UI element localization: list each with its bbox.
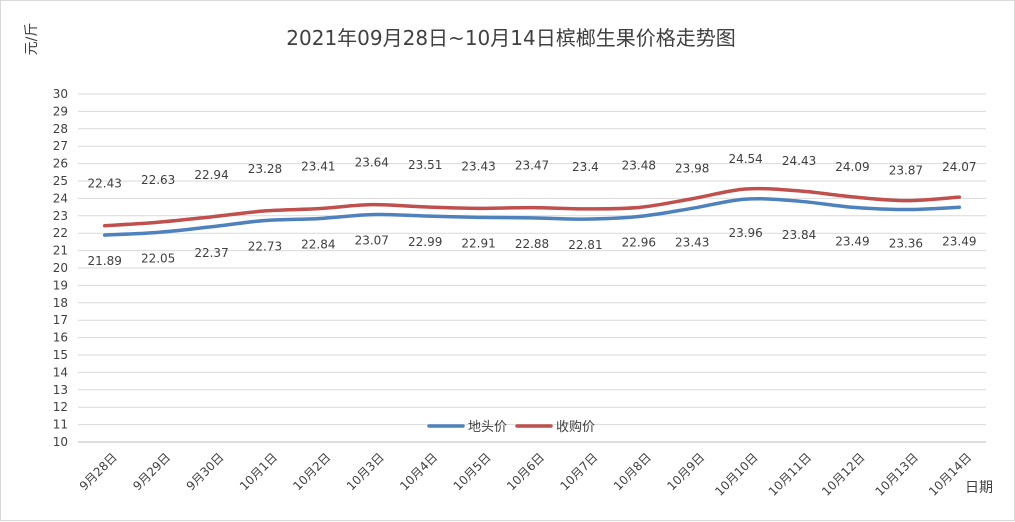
data-label: 23.48 <box>622 158 656 172</box>
data-label: 23.98 <box>675 162 709 176</box>
data-label: 22.43 <box>88 177 122 191</box>
gridlines <box>78 93 986 443</box>
data-label: 23.36 <box>889 237 923 251</box>
data-label: 23.49 <box>835 234 869 248</box>
chart-title: 2021年09月28日~10月14日槟榔生果价格走势图 <box>286 26 735 50</box>
data-label: 24.43 <box>782 154 816 168</box>
data-label: 23.49 <box>942 234 976 248</box>
y-tick-label: 26 <box>53 157 68 171</box>
x-tick-label: 10月7日 <box>557 450 600 493</box>
data-label: 22.88 <box>515 237 549 251</box>
y-tick-label: 23 <box>53 209 68 223</box>
x-tick-label: 9月30日 <box>184 450 227 493</box>
x-tick-label: 10月1日 <box>237 450 280 493</box>
x-tick-label: 10月4日 <box>397 450 440 493</box>
y-tick-label: 25 <box>53 174 68 188</box>
x-tick-label: 9月28日 <box>77 450 120 493</box>
data-label: 23.64 <box>355 156 389 170</box>
data-label: 23.84 <box>782 228 816 242</box>
x-tick-label: 10月9日 <box>664 450 707 493</box>
legend-label-2: 收购价 <box>556 419 595 435</box>
y-axis-ticks: 10 11 12 13 14 15 16 17 18 19 20 21 22 23 24 25 26 27 28 29… <box>53 87 68 449</box>
legend-label-1: 地头价 <box>468 420 507 435</box>
y-tick-label: 28 <box>53 122 68 136</box>
y-tick-label: 13 <box>53 383 68 397</box>
y-tick-label: 29 <box>53 104 68 118</box>
data-label: 22.99 <box>408 235 442 249</box>
y-tick-label: 30 <box>53 87 68 101</box>
data-label: 24.07 <box>942 160 976 174</box>
data-label: 23.41 <box>301 160 335 174</box>
series-line-1 <box>102 196 962 237</box>
y-tick-label: 27 <box>53 139 68 153</box>
data-label: 23.87 <box>889 164 923 178</box>
y-tick-label: 20 <box>53 261 68 275</box>
y-tick-label: 10 <box>53 435 68 449</box>
data-label: 21.89 <box>88 254 122 268</box>
data-label: 22.94 <box>194 168 228 182</box>
y-tick-label: 24 <box>53 191 68 205</box>
x-tick-label: 10月5日 <box>451 450 494 493</box>
data-label: 23.07 <box>355 234 389 248</box>
y-tick-label: 22 <box>53 226 68 240</box>
data-label: 22.37 <box>194 246 228 260</box>
data-label: 24.09 <box>835 160 869 174</box>
data-label: 23.47 <box>515 159 549 173</box>
x-axis-ticks: 9月28日 9月29日 9月30日 10月1日 10月2日 10月3日 10月4日 10月5日… <box>77 450 975 498</box>
data-label: 22.84 <box>301 238 335 252</box>
x-tick-label: 10月13日 <box>873 450 921 498</box>
data-label: 22.63 <box>141 173 175 187</box>
x-tick-label: 10月11日 <box>766 450 814 498</box>
legend: 地头价 收购价 <box>427 419 595 435</box>
data-label: 23.51 <box>408 158 442 172</box>
data-label: 22.96 <box>622 235 656 249</box>
data-label: 23.4 <box>572 160 599 174</box>
x-tick-label: 10月3日 <box>344 450 387 493</box>
data-label: 23.96 <box>728 226 762 240</box>
y-tick-label: 11 <box>53 418 68 432</box>
data-label: 22.91 <box>461 236 495 250</box>
series-line-2 <box>102 186 962 228</box>
data-label: 23.28 <box>248 162 282 176</box>
x-tick-label: 10月6日 <box>504 450 547 493</box>
y-axis-label: 元/斤 <box>24 23 40 56</box>
data-labels: 21.89 22.05 22.37 22.73 22.84 23.07 22.99 22.91… <box>88 152 977 268</box>
y-tick-label: 19 <box>53 278 68 292</box>
x-axis-label: 日期 <box>965 480 993 496</box>
data-label: 24.54 <box>728 152 762 166</box>
y-tick-label: 17 <box>53 313 68 327</box>
x-tick-label: 9月29日 <box>130 450 173 493</box>
x-tick-label: 10月8日 <box>611 450 654 493</box>
y-tick-label: 16 <box>53 331 68 345</box>
data-label: 23.43 <box>675 235 709 249</box>
y-tick-label: 14 <box>53 365 68 379</box>
y-tick-label: 21 <box>53 244 68 258</box>
x-tick-label: 10月2日 <box>290 450 333 493</box>
y-tick-label: 15 <box>53 348 68 362</box>
data-label: 22.05 <box>141 251 175 265</box>
series-lines <box>102 186 962 237</box>
x-tick-label: 10月10日 <box>712 450 760 498</box>
x-tick-label: 10月12日 <box>819 450 867 498</box>
data-label: 23.43 <box>461 159 495 173</box>
y-tick-label: 18 <box>53 296 68 310</box>
data-label: 22.73 <box>248 239 282 253</box>
y-tick-label: 12 <box>53 400 68 414</box>
data-label: 22.81 <box>568 238 602 252</box>
